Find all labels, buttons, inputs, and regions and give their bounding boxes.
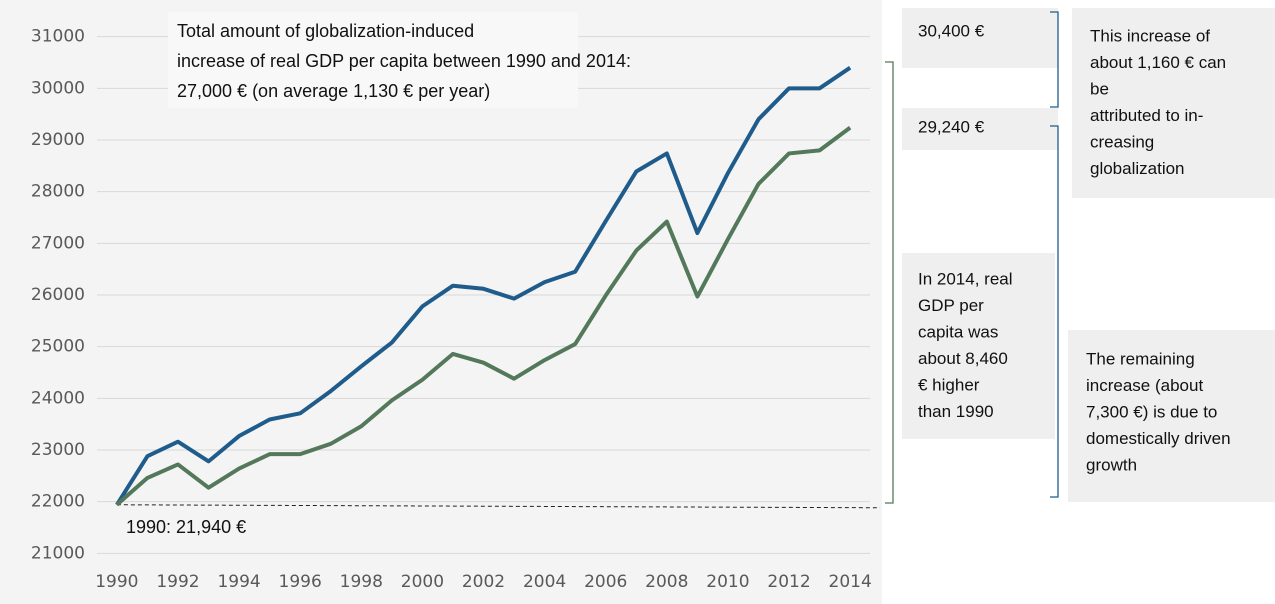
annotation: 7,300 €) is due to <box>1086 402 1217 421</box>
annotation: capita was <box>918 322 998 341</box>
note-box <box>902 8 1058 68</box>
x-tick-label: 1990 <box>95 572 138 592</box>
y-tick-label: 24000 <box>31 388 85 408</box>
annotation: attributed to in- <box>1090 106 1203 125</box>
y-tick-label: 26000 <box>31 285 85 305</box>
note-box <box>902 253 1055 439</box>
annotation: than 1990 <box>918 402 994 421</box>
annotation: increase of real GDP per capita between … <box>177 51 631 71</box>
annotation: be <box>1090 79 1109 98</box>
annotation: Total amount of globalization-induced <box>177 21 474 41</box>
note-box <box>168 12 578 108</box>
annotation: 1990: 21,940 € <box>126 517 246 537</box>
y-tick-label: 21000 <box>31 543 85 563</box>
annotation: In 2014, real <box>918 269 1013 288</box>
series-line <box>115 125 852 507</box>
y-tick-label: 29000 <box>31 130 85 150</box>
annotation: € higher <box>918 375 980 394</box>
x-tick-label: 1994 <box>217 572 260 592</box>
y-tick-label: 23000 <box>31 440 85 460</box>
x-tick-label: 2014 <box>829 572 872 592</box>
annotation: growth <box>1086 455 1137 474</box>
baseline-line <box>116 504 881 509</box>
annotation: The remaining <box>1086 349 1195 368</box>
x-tick-label: 2006 <box>584 572 627 592</box>
annotation: about 1,160 € can <box>1090 53 1226 72</box>
x-tick-label: 2010 <box>706 572 749 592</box>
annotation: creasing <box>1090 132 1154 151</box>
annotation: 29,240 € <box>918 117 985 136</box>
annotation: domestically driven <box>1086 429 1231 448</box>
bracket <box>1050 11 1059 108</box>
y-tick-label: 31000 <box>31 27 85 47</box>
x-tick-label: 2012 <box>767 572 810 592</box>
x-tick-label: 1998 <box>340 572 383 592</box>
note-box <box>1072 8 1275 198</box>
y-tick-label: 28000 <box>31 182 85 202</box>
annotation: 27,000 € (on average 1,130 € per year) <box>177 81 490 101</box>
note-box <box>1068 330 1275 502</box>
annotation: globalization <box>1090 159 1185 178</box>
bracket <box>885 61 894 504</box>
x-tick-label: 2008 <box>645 572 688 592</box>
annotation: 30,400 € <box>918 21 985 40</box>
y-tick-label: 22000 <box>31 492 85 512</box>
x-tick-label: 1996 <box>279 572 322 592</box>
annotation: This increase of <box>1090 26 1210 45</box>
series-line <box>115 66 852 506</box>
x-tick-label: 2004 <box>523 572 566 592</box>
y-tick-label: 25000 <box>31 337 85 357</box>
x-tick-label: 1992 <box>156 572 199 592</box>
x-tick-label: 2002 <box>462 572 505 592</box>
note-box <box>902 108 1058 150</box>
annotation: increase (about <box>1086 376 1203 395</box>
y-tick-label: 27000 <box>31 233 85 253</box>
annotation: GDP per <box>918 296 984 315</box>
x-tick-label: 2000 <box>401 572 444 592</box>
bracket <box>1050 125 1059 498</box>
annotation: about 8,460 <box>918 349 1008 368</box>
y-tick-label: 30000 <box>31 78 85 98</box>
